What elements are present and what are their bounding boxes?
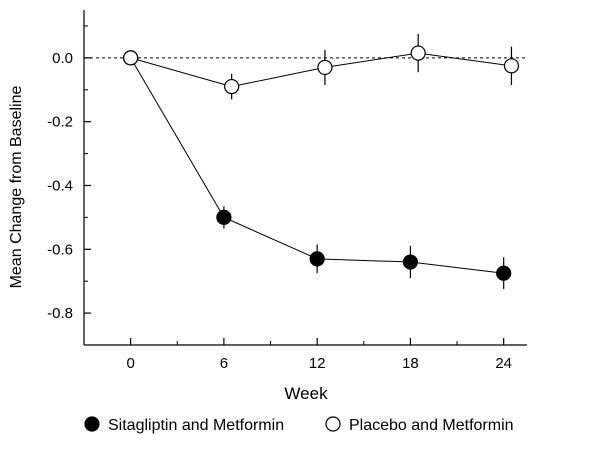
y-tick-label: -0.4	[47, 177, 73, 194]
y-tick-label: 0.0	[52, 50, 73, 67]
y-tick-label: -0.8	[47, 305, 73, 322]
legend: Sitagliptin and Metformin Placebo and Me…	[84, 416, 514, 434]
data-point-placebo	[224, 78, 240, 95]
y-axis-label: Mean Change from Baseline	[8, 86, 25, 289]
data-point-sitagliptin	[496, 265, 512, 281]
data-point-sitagliptin	[402, 254, 419, 270]
data-point-placebo	[123, 50, 139, 66]
legend-marker-sitagliptin	[84, 416, 100, 432]
legend-marker-placebo	[325, 416, 341, 432]
y-tick-label: -0.6	[47, 241, 73, 258]
x-tick-label: 24	[495, 355, 512, 372]
x-tick-label: 12	[309, 355, 326, 372]
data-point-placebo	[410, 45, 426, 61]
x-tick-label: 6	[220, 355, 228, 372]
legend-label-sitagliptin: Sitagliptin and Metformin	[108, 417, 284, 434]
legend-label-placebo: Placebo and Metformin	[349, 417, 514, 434]
series-line-sitagliptin	[130, 57, 504, 274]
y-tick-label: -0.2	[47, 114, 73, 131]
plot-area: 0.0 -0.2 -0.4 -0.6 -0.8 0 6 12 18 24	[47, 10, 527, 372]
data-point-sitagliptin	[309, 251, 325, 267]
x-tick-label: 0	[126, 355, 134, 372]
data-point-placebo	[317, 59, 333, 76]
x-axis-label: Week	[284, 384, 328, 403]
data-point-placebo	[503, 58, 520, 74]
x-tick-label: 18	[402, 355, 419, 372]
data-point-sitagliptin	[216, 209, 232, 225]
